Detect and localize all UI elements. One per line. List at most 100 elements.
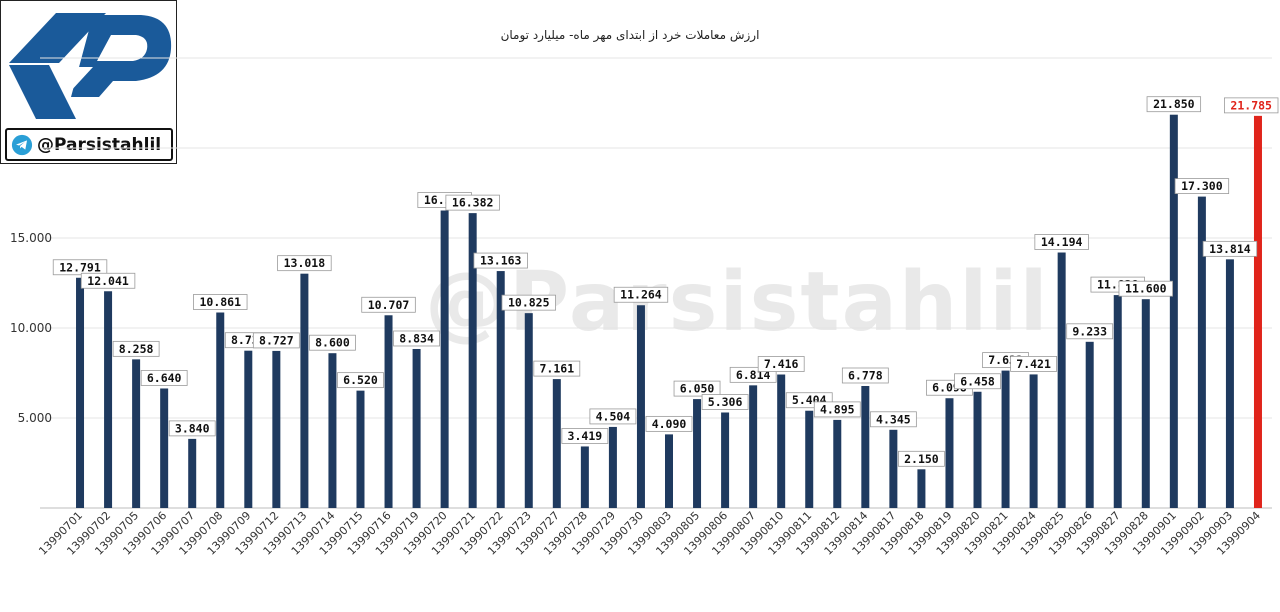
bar xyxy=(552,379,561,508)
value-label-box xyxy=(1118,280,1173,297)
bar xyxy=(468,213,477,508)
value-label-box xyxy=(80,272,136,289)
value-label: 11.264 xyxy=(620,288,662,302)
value-label-box xyxy=(337,372,384,389)
value-label: 10.707 xyxy=(368,298,410,312)
value-label-box xyxy=(645,415,693,432)
bar xyxy=(412,348,421,508)
bar xyxy=(749,385,758,508)
value-label-box xyxy=(898,450,945,467)
telegram-handle-bar[interactable]: @Parsistahlil xyxy=(5,128,173,161)
bar xyxy=(300,273,309,508)
axis-ticks: 5.00010.00015.00013990701139907021399070… xyxy=(10,231,1263,558)
value-label-box xyxy=(361,296,416,313)
bars xyxy=(76,114,1262,509)
value-label: 8.258 xyxy=(119,342,154,356)
value-label-box xyxy=(613,286,669,303)
value-label-box xyxy=(112,340,160,357)
bar xyxy=(132,359,141,508)
value-label-box xyxy=(841,367,889,384)
value-label: 4.504 xyxy=(596,409,631,423)
bar xyxy=(1141,299,1150,508)
value-labels: 12.79112.0418.2586.6403.84010.8618.7398.… xyxy=(52,96,1279,467)
value-label-box xyxy=(193,294,248,310)
value-label-box xyxy=(1010,356,1058,372)
value-label: 13.814 xyxy=(1209,242,1251,256)
value-label-box xyxy=(52,259,108,276)
value-label: 11.600 xyxy=(1125,282,1167,296)
bar xyxy=(608,426,617,508)
value-label: 10.861 xyxy=(199,295,241,309)
value-label: 16.382 xyxy=(452,196,494,210)
value-label: 5.306 xyxy=(708,395,743,409)
value-label-box xyxy=(701,394,749,410)
value-label-box xyxy=(501,294,556,311)
bar xyxy=(440,210,449,508)
value-label-box xyxy=(277,255,332,272)
value-label: 4.345 xyxy=(876,412,911,426)
bar xyxy=(1225,259,1234,508)
value-label: 12.041 xyxy=(87,274,129,288)
value-label: 8.600 xyxy=(315,336,350,350)
value-label-box xyxy=(140,370,188,386)
value-label: 6.520 xyxy=(343,373,378,387)
chart-title: ارزش معاملات خرد از ابتدای مهر ماه- میلی… xyxy=(500,28,760,42)
value-label-box xyxy=(1146,96,1202,113)
value-label: 13.163 xyxy=(480,254,522,268)
bar xyxy=(917,469,926,508)
value-label-box xyxy=(1174,178,1230,195)
y-tick-label: 15.000 xyxy=(10,231,52,245)
value-label: 8.834 xyxy=(399,331,434,345)
value-label: 12.791 xyxy=(59,260,101,274)
bar xyxy=(889,429,898,508)
value-label: 6.458 xyxy=(960,374,995,388)
parsistahlil-logo-icon xyxy=(9,13,172,119)
bar xyxy=(1029,374,1038,508)
bar xyxy=(356,390,365,508)
bar xyxy=(328,353,337,508)
value-label-box xyxy=(309,334,356,351)
value-label-box xyxy=(168,420,216,437)
bar xyxy=(1169,114,1178,508)
bar xyxy=(861,385,870,508)
value-label: 4.090 xyxy=(652,417,687,431)
value-label-box xyxy=(393,330,440,347)
value-label-box xyxy=(533,360,581,377)
value-label-box xyxy=(561,428,609,444)
value-label-box xyxy=(1034,234,1089,250)
value-label-box xyxy=(1202,240,1258,257)
value-label: 8.727 xyxy=(259,333,294,347)
channel-handle: @Parsistahlil xyxy=(37,134,162,155)
bar xyxy=(188,438,197,508)
value-label: 6.778 xyxy=(848,368,883,382)
bar xyxy=(833,419,842,508)
bar xyxy=(1085,341,1094,508)
bar xyxy=(104,291,113,508)
bar xyxy=(777,374,786,508)
bar xyxy=(805,410,814,508)
value-label-box xyxy=(673,380,721,397)
bar xyxy=(384,315,393,508)
bar xyxy=(945,398,954,508)
value-label: 2.150 xyxy=(904,452,939,466)
bar xyxy=(1057,252,1066,508)
value-label-box xyxy=(445,194,500,211)
value-label: 17.300 xyxy=(1181,179,1223,193)
value-label-box xyxy=(252,332,300,349)
value-label: 6.050 xyxy=(680,382,715,396)
value-label: 4.895 xyxy=(820,402,855,416)
value-label: 3.419 xyxy=(568,429,603,443)
value-label: 21.850 xyxy=(1153,97,1195,111)
value-label-box xyxy=(757,356,805,372)
bar xyxy=(636,305,645,508)
channel-logo: @Parsistahlil xyxy=(0,0,177,164)
bar xyxy=(1253,115,1262,509)
value-label: 3.840 xyxy=(175,421,210,435)
value-label: 13.018 xyxy=(284,256,326,270)
bar xyxy=(973,391,982,508)
value-label-box xyxy=(473,252,528,269)
bar xyxy=(721,412,730,508)
value-label: 6.640 xyxy=(147,371,182,385)
value-label-box xyxy=(813,401,861,418)
